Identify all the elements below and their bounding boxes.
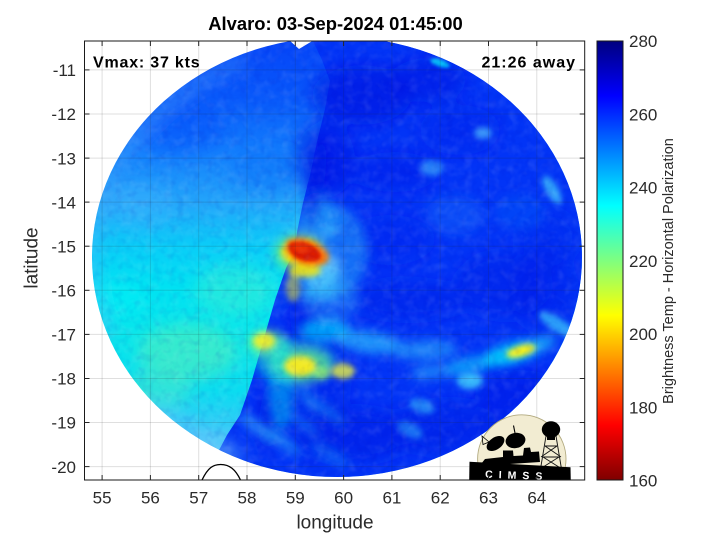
svg-text:21:26 away: 21:26 away	[481, 55, 576, 72]
svg-text:61: 61	[382, 489, 401, 508]
svg-text:59: 59	[286, 489, 305, 508]
svg-text:64: 64	[527, 489, 546, 508]
svg-text:-15: -15	[51, 237, 76, 256]
svg-text:-12: -12	[51, 105, 76, 124]
svg-text:-18: -18	[51, 370, 76, 389]
svg-text:-14: -14	[51, 193, 76, 212]
svg-text:55: 55	[93, 489, 112, 508]
svg-text:Vmax: 37 kts: Vmax: 37 kts	[93, 55, 200, 72]
svg-text:240: 240	[629, 179, 657, 198]
svg-text:-20: -20	[51, 458, 76, 477]
svg-text:CIMSS: CIMSS	[485, 469, 549, 483]
svg-text:220: 220	[629, 252, 657, 271]
svg-text:-11: -11	[53, 61, 76, 80]
svg-text:57: 57	[189, 489, 208, 508]
svg-text:-13: -13	[51, 149, 76, 168]
svg-text:longitude: longitude	[296, 512, 373, 533]
svg-text:260: 260	[629, 105, 657, 124]
svg-text:280: 280	[629, 32, 657, 51]
svg-text:Brightness Temp - Horizontal P: Brightness Temp - Horizontal Polarizatio…	[661, 138, 677, 404]
svg-text:160: 160	[629, 472, 657, 491]
svg-text:Alvaro: 03-Sep-2024 01:45:00: Alvaro: 03-Sep-2024 01:45:00	[208, 13, 463, 34]
svg-text:-19: -19	[51, 414, 76, 433]
svg-text:63: 63	[479, 489, 498, 508]
svg-text:-17: -17	[51, 326, 76, 345]
svg-text:200: 200	[629, 325, 657, 344]
svg-text:-16: -16	[51, 282, 76, 301]
svg-text:60: 60	[334, 489, 353, 508]
svg-text:56: 56	[141, 489, 160, 508]
svg-text:58: 58	[238, 489, 257, 508]
svg-text:180: 180	[629, 398, 657, 417]
svg-text:62: 62	[431, 489, 450, 508]
svg-text:latitude: latitude	[22, 227, 43, 288]
